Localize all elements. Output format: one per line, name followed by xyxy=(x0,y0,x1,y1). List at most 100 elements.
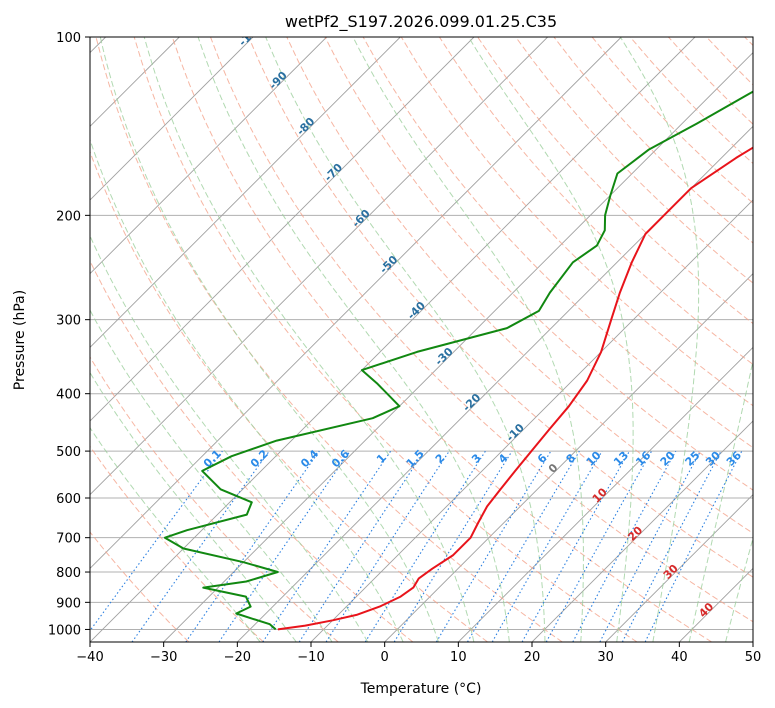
mixing-ratio-label: 3 xyxy=(469,451,484,466)
isotherm-label: 40 xyxy=(696,600,716,620)
isotherm-label: -90 xyxy=(267,69,290,92)
dry-adiabat xyxy=(248,37,753,578)
moist-adiabat xyxy=(90,309,333,642)
dry-adiabat xyxy=(286,37,753,534)
x-axis-label: Temperature (°C) xyxy=(360,681,482,697)
isotherm-label: -100 xyxy=(236,20,265,49)
isotherm-label: -10 xyxy=(504,421,527,444)
x-tick-label: −30 xyxy=(150,650,177,665)
dry-adiabat xyxy=(90,356,339,642)
x-tick-label: 30 xyxy=(597,650,614,665)
moist-adiabat xyxy=(143,37,475,642)
x-axis-ticks: −40 −30 −20 −10 0 10 20 30 40 50 xyxy=(76,642,761,665)
dry-adiabat xyxy=(90,531,190,642)
dry-adiabat xyxy=(553,37,753,244)
profile-lines xyxy=(163,90,753,631)
moist-adiabat xyxy=(725,536,753,642)
mixing-ratio-lines xyxy=(90,450,743,642)
y-tick-label: 600 xyxy=(56,492,81,507)
mixing-ratio-label: 1 xyxy=(374,451,389,466)
y-tick-label: 800 xyxy=(56,566,81,581)
isotherm-label: -60 xyxy=(350,207,373,230)
isotherm-line xyxy=(90,37,622,569)
mixing-ratio-label: 13 xyxy=(611,449,631,469)
dry-adiabat xyxy=(400,37,753,407)
moist-adiabats xyxy=(90,37,753,642)
dry-adiabat xyxy=(438,37,753,366)
moist-adiabat xyxy=(197,37,510,642)
plot-frame xyxy=(89,36,754,643)
moist-adiabat xyxy=(688,358,753,642)
isotherm-line xyxy=(605,494,753,642)
dry-adiabat xyxy=(95,37,563,642)
grid-layer xyxy=(90,37,753,642)
y-tick-label: 900 xyxy=(56,596,81,611)
dry-adiabat xyxy=(591,37,753,204)
plot-area: 0.1 0.2 0.4 0.6 1 1.5 2 3 4 6 8 10 13 16 20 25 30 36-100-… xyxy=(90,20,753,642)
moist-adiabat xyxy=(99,37,439,642)
mixing-ratio-line xyxy=(325,450,450,642)
isotherm-line xyxy=(90,37,475,422)
isotherm-label: -30 xyxy=(432,345,455,368)
mixing-ratio-label: 0.6 xyxy=(329,447,352,470)
mixing-ratio-label: 25 xyxy=(683,449,703,469)
isotherm-line xyxy=(90,37,327,275)
dewpoint-profile xyxy=(163,90,753,631)
dry-adiabat xyxy=(133,37,638,642)
mixing-ratio-line xyxy=(599,450,701,642)
x-tick-label: 40 xyxy=(671,650,688,665)
isotherm-line xyxy=(90,37,696,642)
x-tick-label: 0 xyxy=(381,650,389,665)
dry-adiabats xyxy=(90,37,753,642)
dry-adiabat xyxy=(706,37,753,86)
dry-adiabat xyxy=(668,37,753,125)
dry-adiabat xyxy=(477,37,753,325)
x-tick-label: 10 xyxy=(450,650,467,665)
moist-adiabat xyxy=(265,37,546,642)
y-tick-label: 400 xyxy=(56,388,81,403)
y-axis-label: Pressure (hPa) xyxy=(12,290,28,390)
mixing-ratio-label: 8 xyxy=(564,451,579,466)
mixing-ratio-line xyxy=(545,450,653,642)
dry-adiabat xyxy=(90,259,414,642)
mixing-ratio-line xyxy=(131,450,270,642)
isotherm-line xyxy=(90,37,401,348)
mixing-ratio-line xyxy=(644,450,743,642)
mixing-ratio-line xyxy=(521,450,630,642)
moist-adiabat xyxy=(619,37,700,642)
isotherm-line xyxy=(752,641,753,642)
mixing-ratio-line xyxy=(298,450,425,642)
y-tick-label: 500 xyxy=(56,445,81,460)
x-tick-label: −40 xyxy=(76,650,103,665)
mixing-ratio-label: 0.4 xyxy=(298,447,321,470)
isotherm-label: -40 xyxy=(405,299,428,322)
moist-adiabat xyxy=(90,426,261,642)
isotherm-line xyxy=(90,37,548,496)
mixing-ratio-label: 2 xyxy=(433,451,448,466)
isotherm-label: 10 xyxy=(590,485,610,505)
mixing-ratio-line xyxy=(185,450,320,642)
x-tick-label: 20 xyxy=(524,650,541,665)
mixing-ratio-line xyxy=(262,450,392,642)
isotherm-line xyxy=(458,346,753,642)
moist-adiabat xyxy=(352,37,584,642)
isotherm-label: -20 xyxy=(460,391,483,414)
isotherm-line xyxy=(384,273,753,642)
moist-adiabat xyxy=(468,37,634,642)
dry-adiabat xyxy=(90,445,264,642)
moist-adiabat xyxy=(90,234,369,642)
isotherm-line xyxy=(237,125,753,642)
dry-adiabat xyxy=(515,37,753,284)
chart-title: wetPf2_S197.2026.099.01.25.C35 xyxy=(285,12,557,32)
mixing-ratio-line xyxy=(572,450,677,642)
isotherm-label: -80 xyxy=(294,115,317,138)
x-tick-label: −10 xyxy=(297,650,324,665)
y-tick-label: 1000 xyxy=(48,623,81,638)
dry-adiabat xyxy=(171,37,712,642)
mixing-ratio-line xyxy=(90,450,223,632)
mixing-ratio-line xyxy=(218,450,351,642)
x-tick-label: −20 xyxy=(224,650,251,665)
isotherm-line xyxy=(679,567,753,642)
isotherm-line xyxy=(531,420,753,642)
